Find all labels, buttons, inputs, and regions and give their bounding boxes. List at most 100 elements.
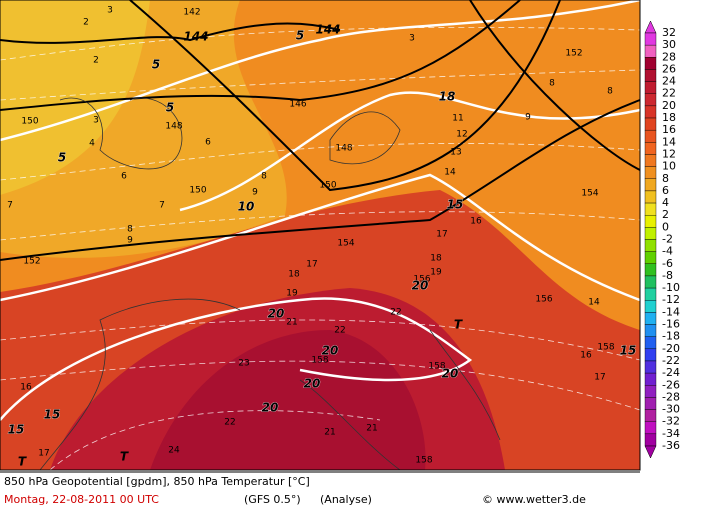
map-label: 22 (390, 308, 401, 318)
colorbar-cell (644, 287, 657, 301)
map-label: 18 (430, 254, 442, 264)
map-label: 15 (8, 423, 25, 437)
map-label: 21 (366, 424, 377, 434)
colorbar: 32302826242220181614121086420-2-4-6-8-10… (644, 20, 680, 459)
colorbar-label: 18 (662, 111, 676, 124)
map-label: 158 (311, 356, 328, 366)
colorbar-label: 26 (662, 62, 676, 75)
colorbar-cell (644, 178, 657, 192)
map-label: 148 (165, 122, 182, 132)
map-label: 19 (286, 289, 298, 299)
colorbar-label: -2 (662, 233, 673, 246)
colorbar-label: 28 (662, 50, 676, 63)
colorbar-label: -10 (662, 281, 680, 294)
colorbar-label: -14 (662, 305, 680, 318)
map-label: 152 (565, 49, 582, 59)
colorbar-label: 6 (662, 184, 669, 197)
colorbar-cell (644, 190, 657, 204)
map-label: 158 (428, 362, 445, 372)
colorbar-cell (644, 154, 657, 167)
colorbar-label: 14 (662, 135, 676, 148)
map-label: 19 (430, 268, 442, 278)
colorbar-label: -12 (662, 293, 680, 306)
colorbar-label: -6 (662, 257, 673, 270)
map-label: 3 (93, 116, 99, 126)
map-label: 152 (23, 257, 40, 267)
colorbar-label: 32 (662, 26, 676, 39)
colorbar-cell (644, 69, 657, 82)
map-label: 8 (549, 79, 555, 89)
map-label: 16 (20, 383, 32, 393)
map-label: 18 (439, 90, 456, 104)
map-label: 13 (450, 148, 461, 158)
map-label: 5 (58, 151, 66, 165)
colorbar-label: -36 (662, 439, 680, 452)
map-label: 5 (296, 29, 304, 43)
colorbar-cell (644, 360, 657, 374)
colorbar-cell (644, 409, 657, 422)
colorbar-cell (644, 202, 657, 216)
map-label: 6 (205, 138, 211, 148)
colorbar-cell (644, 385, 657, 398)
map-label: 8 (261, 172, 267, 182)
map-label: 3 (107, 6, 113, 16)
map-label: 6 (121, 172, 127, 182)
map-label: 154 (581, 189, 598, 199)
colorbar-cell (644, 215, 657, 228)
colorbar-label: 20 (662, 99, 676, 112)
map-label: 17 (436, 230, 447, 240)
map-label: 14 (444, 168, 456, 178)
map-label: 20 (412, 279, 429, 293)
colorbar-label: -4 (662, 245, 673, 258)
colorbar-cell (644, 336, 657, 350)
colorbar-cell (644, 263, 657, 277)
colorbar-cell (644, 129, 657, 143)
colorbar-label: 22 (662, 87, 676, 100)
map-label: 154 (337, 239, 354, 249)
map-label: 20 (304, 377, 321, 391)
map-label: 15 (620, 344, 637, 358)
map-label: 22 (224, 418, 235, 428)
colorbar-arrow-bottom (644, 445, 657, 459)
colorbar-cell (644, 397, 657, 410)
map-label: 21 (324, 428, 335, 438)
colorbar-cell (644, 251, 657, 264)
colorbar-cell (644, 32, 657, 46)
map-label: 20 (262, 401, 279, 415)
footer-credit: © www.wetter3.de (482, 493, 586, 506)
colorbar-label: -26 (662, 378, 680, 391)
colorbar-cell (644, 348, 657, 362)
map-label: 7 (7, 201, 13, 211)
colorbar-label: -8 (662, 269, 673, 282)
map-label: 150 (319, 181, 336, 191)
map-label: 23 (238, 359, 249, 369)
colorbar-label: 10 (662, 160, 676, 173)
map-label: 20 (268, 307, 285, 321)
colorbar-label: -20 (662, 342, 680, 355)
colorbar-cell (644, 239, 657, 252)
footer-title: 850 hPa Geopotential [gpdm], 850 hPa Tem… (4, 475, 310, 488)
colorbar-cell (644, 312, 657, 325)
map-label: 16 (470, 217, 482, 227)
map-label: 3 (409, 34, 415, 44)
map-label: 17 (38, 449, 49, 459)
colorbar-cell (644, 81, 657, 94)
map-label: 5 (152, 58, 160, 72)
colorbar-label: 8 (662, 172, 669, 185)
map-label: 20 (442, 367, 459, 381)
map-label: T (18, 455, 27, 469)
colorbar-label: -30 (662, 403, 680, 416)
map-label: 142 (183, 8, 200, 18)
map-label: 146 (289, 100, 306, 110)
colorbar-cell (644, 275, 657, 289)
map-label: 8 (607, 87, 613, 97)
map-label: 150 (21, 117, 38, 127)
map-label: 144 (315, 23, 340, 37)
map-label: 24 (168, 446, 180, 456)
footer-date: Montag, 22-08-2011 00 UTC (4, 493, 159, 506)
colorbar-cell (644, 57, 657, 70)
colorbar-label: -24 (662, 366, 680, 379)
map-label: 158 (415, 456, 432, 466)
